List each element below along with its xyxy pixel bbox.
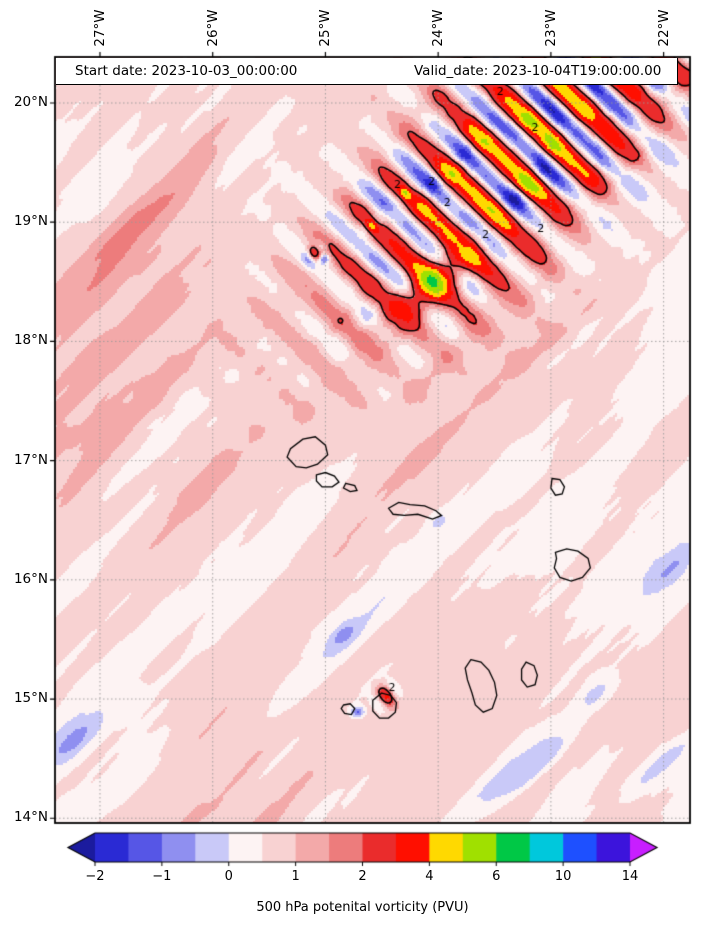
colorbar-tick-label: 2: [358, 869, 367, 884]
lon-tick-label: 22°W: [655, 9, 672, 47]
lat-tick-label: 17°N: [13, 451, 48, 468]
colorbar-tick-label: −1: [152, 869, 172, 884]
colorbar-label: 500 hPa potenital vorticity (PVU): [256, 900, 469, 915]
titlebar: Start date: 2023-10-03_00:00:00 Valid_da…: [56, 58, 678, 85]
colorbar-tick-label: 14: [621, 869, 639, 884]
lat-tick-label: 14°N: [13, 809, 48, 826]
valid-date-label: Valid_date: 2023-10-04T19:00:00.00: [414, 63, 662, 79]
lon-tick-label: 23°W: [542, 9, 559, 47]
lat-tick-label: 19°N: [13, 213, 48, 230]
colorbar-tick-label: 1: [291, 869, 300, 884]
colorbar-tick-label: 10: [554, 869, 572, 884]
start-date-label: Start date: 2023-10-03_00:00:00: [75, 63, 298, 79]
lon-tick-label: 24°W: [430, 9, 447, 47]
lat-tick-label: 15°N: [13, 690, 48, 707]
colorbar-tick-label: 6: [492, 869, 501, 884]
lat-tick-label: 18°N: [13, 332, 48, 349]
lon-tick-label: 27°W: [91, 9, 108, 47]
lat-tick-label: 20°N: [13, 94, 48, 110]
colorbar-tick-label: 0: [224, 869, 233, 884]
colorbar-tick-label: 4: [425, 869, 434, 884]
lat-tick-label: 16°N: [13, 570, 48, 587]
lon-tick-label: 26°W: [204, 9, 221, 47]
lon-tick-label: 25°W: [317, 9, 334, 47]
colorbar-tick-label: −2: [85, 869, 105, 884]
